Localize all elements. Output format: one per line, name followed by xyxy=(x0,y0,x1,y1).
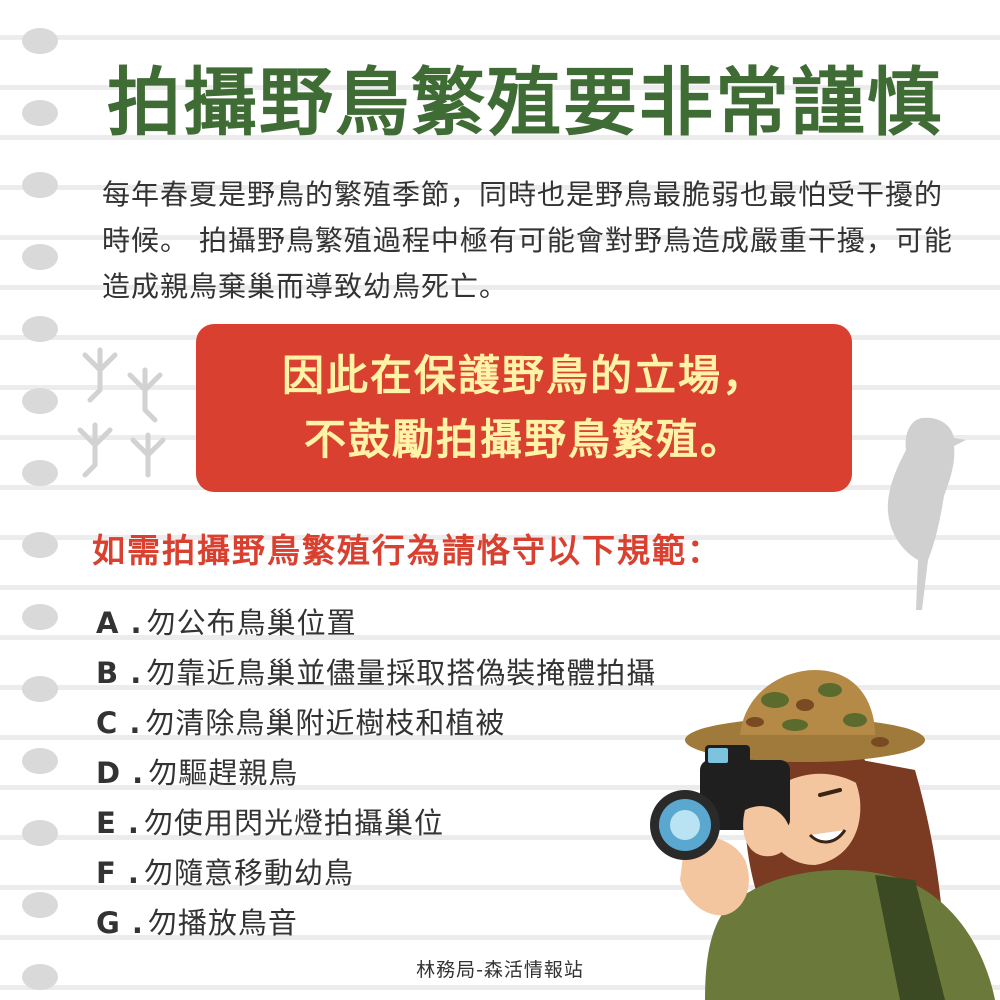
intro-paragraph: 每年春夏是野鳥的繁殖季節，同時也是野鳥最脆弱也最怕受干擾的時候。 拍攝野鳥繁殖過… xyxy=(102,178,953,303)
list-item: A . 勿公布鳥巢位置 xyxy=(96,606,357,640)
bird-footprints-icon xyxy=(77,347,166,478)
banner-line-1: 因此在保護野鳥的立場， xyxy=(281,351,766,400)
rules-list: A . 勿公布鳥巢位置 B . 勿靠近鳥巢並儘量採取搭偽裝掩體拍攝 C . 勿清除鳥巢… xyxy=(96,598,736,948)
list-item: G . 勿播放鳥音 xyxy=(96,906,298,940)
rules-heading: 如需拍攝野鳥繁殖行為請恪守以下規範： xyxy=(92,531,722,570)
notebook-holes xyxy=(22,28,62,998)
photographer-illustration xyxy=(650,670,995,1000)
list-item: D . 勿驅趕親鳥 xyxy=(96,756,299,790)
banner-line-2: 不鼓勵拍攝野鳥繁殖。 xyxy=(303,415,744,464)
source-credit: 林務局-森活情報站 xyxy=(416,959,584,981)
warning-banner: 因此在保護野鳥的立場， 不鼓勵拍攝野鳥繁殖。 xyxy=(196,324,852,492)
list-item: C . 勿清除鳥巢附近樹枝和植被 xyxy=(96,706,506,740)
list-item: B . 勿靠近鳥巢並儘量採取搭偽裝掩體拍攝 xyxy=(96,656,657,690)
page-title: 拍攝野鳥繁殖要非常謹慎 xyxy=(107,60,943,146)
list-item: F . 勿隨意移動幼鳥 xyxy=(96,856,354,890)
bird-silhouette-icon xyxy=(887,417,966,610)
list-item: E . 勿使用閃光燈拍攝巢位 xyxy=(96,806,444,840)
